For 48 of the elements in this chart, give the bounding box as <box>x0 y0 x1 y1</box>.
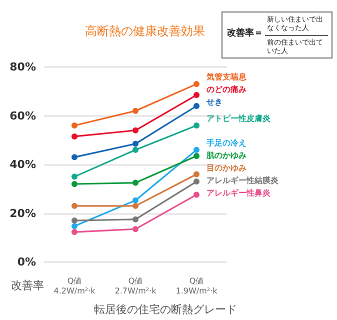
y-tick-label: 0% <box>17 256 36 268</box>
series-label: アレルギー性結膜炎 <box>206 176 280 185</box>
series-label: 気管支喘息 <box>206 72 248 82</box>
y-tick-label: 60% <box>10 109 36 122</box>
series-label: 目のかゆみ <box>206 163 246 172</box>
point <box>72 122 78 128</box>
point <box>132 202 138 209</box>
point <box>72 218 78 224</box>
x-tick-label: Q値 1.9W/m²·k <box>176 276 218 296</box>
point <box>132 197 138 204</box>
point <box>194 92 200 98</box>
text: 改善率＝ <box>227 28 263 38</box>
point <box>194 178 200 185</box>
y-tick-label: 40% <box>10 158 36 171</box>
point <box>72 181 78 187</box>
point <box>194 152 200 159</box>
x-axis-title: 転居後の住宅の断熱グレード <box>94 303 237 316</box>
point <box>194 122 200 128</box>
point <box>132 146 138 153</box>
x-tick-label: Q値 4.2W/m²·k <box>54 276 96 296</box>
chart-title: 高断熱の健康改善効果 <box>85 24 205 38</box>
series-label: アレルギー性鼻炎 <box>206 188 272 198</box>
point <box>194 192 200 198</box>
point <box>194 103 200 109</box>
point <box>72 202 78 209</box>
point <box>132 226 138 232</box>
y-tick-label: 80% <box>10 60 36 74</box>
x-tick-label: Q値 2.7W/m²·k <box>114 276 157 296</box>
point <box>194 81 200 88</box>
series-label: 手足の冷え <box>206 138 246 148</box>
series-label: せき <box>206 98 222 107</box>
y-tick-label: 20% <box>10 206 36 220</box>
point <box>132 216 138 222</box>
series-label: アトピー性皮膚炎 <box>206 114 272 123</box>
point <box>132 180 138 186</box>
point <box>194 146 200 153</box>
point <box>72 229 78 236</box>
point <box>72 133 78 140</box>
point <box>132 108 138 114</box>
series-label: のどの痛み <box>206 85 246 94</box>
point <box>72 223 78 230</box>
point <box>132 140 138 147</box>
point <box>194 171 200 178</box>
point <box>132 127 138 134</box>
point <box>72 154 78 160</box>
series-label: 肌のかゆみ <box>206 150 246 160</box>
y-axis-title: 改善率 <box>11 279 44 292</box>
point <box>72 174 78 180</box>
